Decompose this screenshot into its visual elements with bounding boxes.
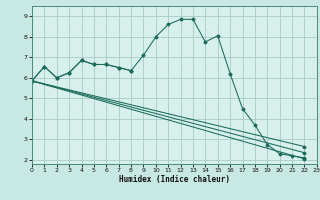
X-axis label: Humidex (Indice chaleur): Humidex (Indice chaleur) (119, 175, 230, 184)
